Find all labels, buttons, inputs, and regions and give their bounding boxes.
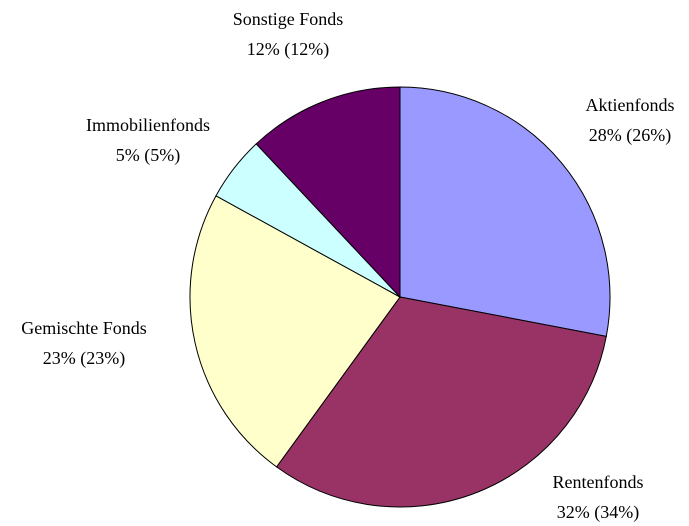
value-label: 5% (5%): [116, 145, 180, 166]
value-label: 28% (26%): [589, 125, 671, 146]
value-label: 32% (34%): [557, 502, 639, 523]
slice-label: Gemischte Fonds: [21, 318, 147, 338]
pie-slice: [189, 195, 401, 468]
pie-slice: [399, 86, 611, 337]
pie-slice: [255, 86, 401, 299]
slice-label: Immobilienfonds: [86, 115, 210, 135]
slice-label: Aktienfonds: [586, 95, 675, 115]
value-label: 23% (23%): [43, 348, 125, 369]
slice-label: Sonstige Fonds: [233, 9, 344, 29]
pie-slice: [275, 296, 607, 508]
value-label: 12% (12%): [247, 39, 329, 60]
slice-label: Rentenfonds: [553, 472, 644, 492]
